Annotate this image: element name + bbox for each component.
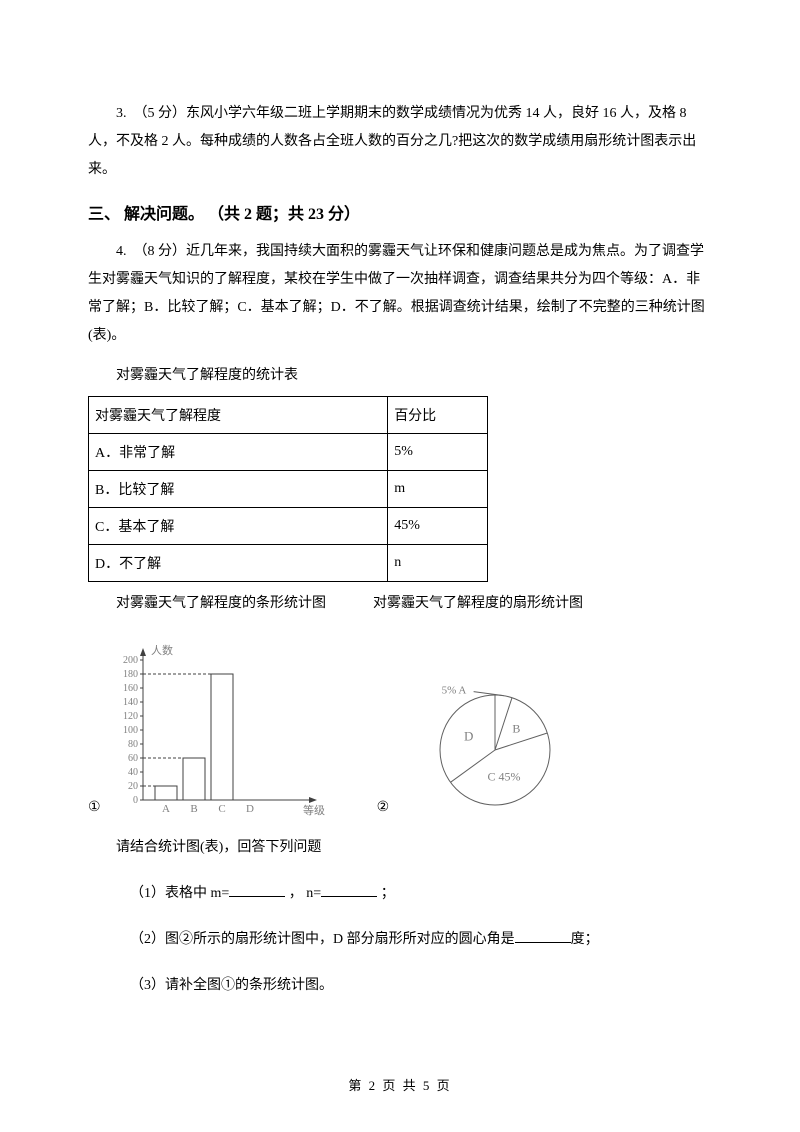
pie-chart-caption: 对雾霾天气了解程度的扇形统计图 [373,596,583,611]
svg-text:120: 120 [123,711,138,722]
bar-chart-caption: 对雾霾天气了解程度的条形统计图 [116,596,326,611]
svg-text:B: B [190,803,197,815]
svg-text:C 45%: C 45% [488,770,521,784]
sub-q1-text-c: ； [377,886,395,901]
table-cell: 5% [388,434,488,471]
svg-text:100: 100 [123,725,138,736]
svg-text:等级: 等级 [303,803,325,817]
table-cell: 45% [388,508,488,545]
svg-text:0: 0 [133,795,138,806]
svg-text:D: D [464,728,473,743]
sub-q2-text-a: （2）图②所示的扇形统计图中，D 部分扇形所对应的圆心角是 [130,932,515,947]
svg-text:人数: 人数 [151,644,173,657]
svg-text:B: B [513,722,521,736]
table-cell: A．非常了解 [89,434,388,471]
blank-n [321,883,377,897]
svg-text:5% A: 5% A [442,685,467,697]
table-row: C．基本了解 45% [89,508,488,545]
table-cell: D．不了解 [89,545,388,582]
sub-question-1: （1）表格中 m= ， n= ； [88,880,712,908]
table-caption: 对雾霾天气了解程度的统计表 [88,362,712,390]
sub-q1-text-b: ， n= [285,886,321,901]
sub-q2-text-b: 度； [571,932,599,947]
blank-angle [515,929,571,943]
question-lead: 请结合统计图(表)，回答下列问题 [88,834,712,862]
question-3: 3. （5 分）东风小学六年级二班上学期期末的数学成绩情况为优秀 14 人，良好… [88,100,712,184]
bar-chart: 0 20 40 60 80 100 120 140 160 180 200 人数等级 A B C D [107,640,337,820]
table-row: A．非常了解 5% [89,434,488,471]
sub-question-2: （2）图②所示的扇形统计图中，D 部分扇形所对应的圆心角是 度； [88,926,712,954]
page-footer: 第 2 页 共 5 页 [0,1075,800,1094]
charts-row: ① 020406080100120140160180200人数等级ABCD ② … [88,640,712,820]
table-cell: C．基本了解 [89,508,388,545]
question-4-intro: 4. （8 分）近几年来，我国持续大面积的雾霾天气让环保和健康问题总是成为焦点。… [88,238,712,350]
table-row: 对雾霾天气了解程度 百分比 [89,397,488,434]
svg-text:A: A [162,803,170,815]
table-cell: B．比较了解 [89,471,388,508]
charts-caption: 对雾霾天气了解程度的条形统计图 对雾霾天气了解程度的扇形统计图 [88,592,712,616]
svg-text:180: 180 [123,669,138,680]
stats-table: 对雾霾天气了解程度 百分比 A．非常了解 5% B．比较了解 m C．基本了解 … [88,396,488,582]
svg-text:D: D [246,803,254,815]
table-row: B．比较了解 m [89,471,488,508]
pie-chart: 5% A B C 45% D [395,680,575,820]
svg-text:200: 200 [123,655,138,666]
table-header-cell: 百分比 [388,397,488,434]
svg-text:160: 160 [123,683,138,694]
section-3-title: 三、 解决问题。 （共 2 题；共 23 分） [88,200,712,224]
table-cell: m [388,471,488,508]
svg-text:40: 40 [128,767,138,778]
chart-1-number: ① [88,799,101,820]
svg-text:60: 60 [128,753,138,764]
svg-text:140: 140 [123,697,138,708]
sub-question-3: （3）请补全图①的条形统计图。 [88,972,712,1000]
svg-text:80: 80 [128,739,138,750]
svg-text:20: 20 [128,781,138,792]
chart-2-number: ② [377,799,390,820]
table-row: D．不了解 n [89,545,488,582]
blank-m [229,883,285,897]
sub-q1-text-a: （1）表格中 m= [130,886,229,901]
table-cell: n [388,545,488,582]
table-header-cell: 对雾霾天气了解程度 [89,397,388,434]
svg-text:C: C [218,803,225,815]
